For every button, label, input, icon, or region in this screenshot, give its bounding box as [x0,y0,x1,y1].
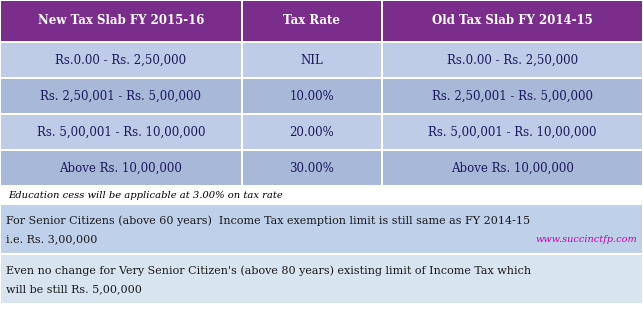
Text: Old Tax Slab FY 2014-15: Old Tax Slab FY 2014-15 [432,14,593,27]
Text: i.e. Rs. 3,00,000: i.e. Rs. 3,00,000 [6,234,97,244]
Bar [383,43,642,77]
Text: Above Rs. 10,00,000: Above Rs. 10,00,000 [59,162,183,175]
Bar [383,151,642,185]
Text: Rs.0.00 - Rs. 2,50,000: Rs.0.00 - Rs. 2,50,000 [447,54,578,66]
Text: Rs. 2,50,001 - Rs. 5,00,000: Rs. 2,50,001 - Rs. 5,00,000 [432,89,593,102]
Bar [242,115,381,149]
Bar [383,1,642,41]
Bar [1,205,642,253]
Text: Above Rs. 10,00,000: Above Rs. 10,00,000 [451,162,574,175]
Bar [1,79,241,113]
Text: Education cess will be applicable at 3.00% on tax rate: Education cess will be applicable at 3.0… [8,191,283,199]
Text: For Senior Citizens (above 60 years)  Income Tax exemption limit is still same a: For Senior Citizens (above 60 years) Inc… [6,215,530,226]
Text: Tax Rate: Tax Rate [284,14,340,27]
Bar [1,115,241,149]
Bar [242,79,381,113]
Text: will be still Rs. 5,00,000: will be still Rs. 5,00,000 [6,284,142,294]
Text: New Tax Slab FY 2015-16: New Tax Slab FY 2015-16 [38,14,204,27]
Bar [383,79,642,113]
Text: Even no change for Very Senior Citizen's (above 80 years) existing limit of Inco: Even no change for Very Senior Citizen's… [6,265,531,276]
Text: NIL: NIL [300,54,323,66]
Text: Rs. 5,00,001 - Rs. 10,00,000: Rs. 5,00,001 - Rs. 10,00,000 [37,125,205,139]
Bar [242,43,381,77]
Bar [383,115,642,149]
Text: 10.00%: 10.00% [289,89,334,102]
Bar [242,151,381,185]
Bar [242,1,381,41]
Bar [1,151,241,185]
Bar [1,1,241,41]
Text: 20.00%: 20.00% [289,125,334,139]
Bar [1,255,642,303]
Text: 30.00%: 30.00% [289,162,334,175]
Text: Rs. 5,00,001 - Rs. 10,00,000: Rs. 5,00,001 - Rs. 10,00,000 [428,125,597,139]
Bar [1,187,642,203]
Text: www.succinctfp.com: www.succinctfp.com [535,234,637,243]
Bar [1,43,241,77]
Text: Rs.0.00 - Rs. 2,50,000: Rs.0.00 - Rs. 2,50,000 [55,54,186,66]
Text: Rs. 2,50,001 - Rs. 5,00,000: Rs. 2,50,001 - Rs. 5,00,000 [41,89,201,102]
